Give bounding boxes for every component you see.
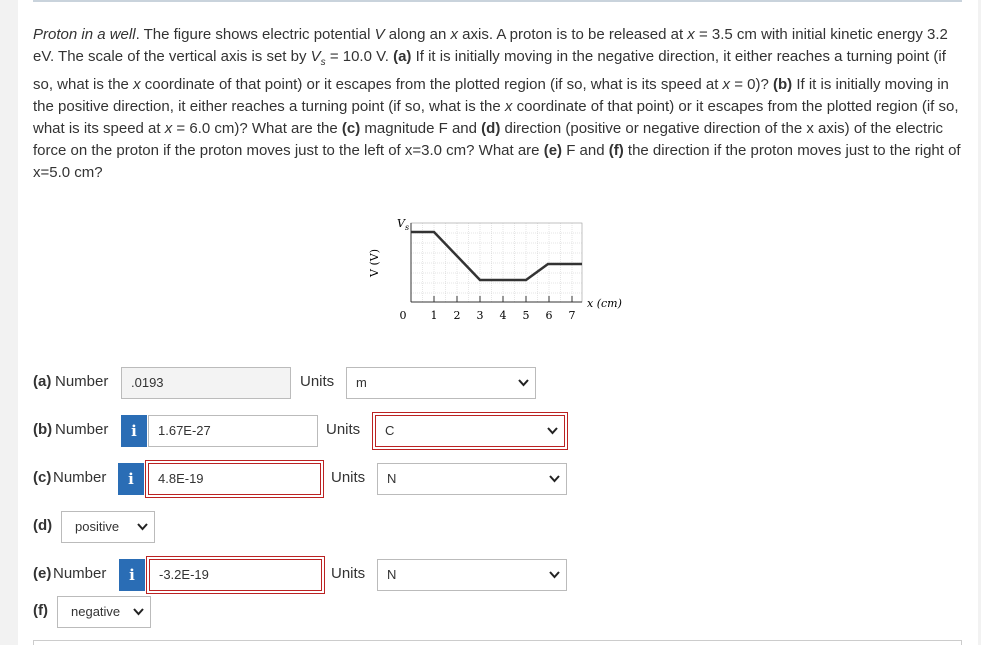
text: coordinate of that point) or it escapes … xyxy=(140,76,723,93)
text: (c) xyxy=(341,120,361,137)
x-tick-label: 2 xyxy=(454,309,461,322)
x-tick-label: 7 xyxy=(569,309,576,322)
next-section xyxy=(33,640,962,645)
part-label: (b) xyxy=(33,421,53,438)
text: the direction if the proton moves just t… xyxy=(33,142,961,181)
text: If it is initially moving in the negativ… xyxy=(33,48,946,93)
text: coordinate of that point) or it escapes … xyxy=(33,98,959,137)
figure: V (V) Vs x (cm) 0 1 2 3 4 5 6 7 xyxy=(368,217,622,322)
text: . The figure shows electric potential xyxy=(135,26,375,43)
number-input[interactable]: .0193 xyxy=(121,367,291,399)
field-label: Number xyxy=(53,469,107,486)
chevron xyxy=(547,427,558,435)
chevron xyxy=(549,571,560,579)
units-label: Units xyxy=(331,469,366,486)
card xyxy=(18,0,978,645)
units-label: Units xyxy=(326,421,361,438)
potential-curve xyxy=(411,230,582,282)
top-border xyxy=(33,0,962,2)
part-label: (d) xyxy=(33,517,53,534)
part-label: (a) xyxy=(33,373,52,390)
text: (e) xyxy=(543,142,563,159)
chevron xyxy=(549,475,560,483)
dropdown-arrow xyxy=(549,571,560,579)
number-input[interactable]: 4.8E-19 xyxy=(148,463,321,495)
units-label: Units xyxy=(331,565,366,582)
x-tick-label: 5 xyxy=(523,309,530,322)
text: (d) xyxy=(481,120,501,137)
text: x xyxy=(133,76,141,93)
text: V xyxy=(310,48,321,65)
text: (a) xyxy=(393,48,412,65)
dropdown-value: C xyxy=(385,423,395,438)
scale-label: Vs xyxy=(397,217,409,232)
text: = 3.5 cm with initial kinetic energy 3.2… xyxy=(33,26,948,65)
text: direction (positive or negative directio… xyxy=(33,120,944,159)
dropdown-arrow xyxy=(547,427,558,435)
dropdown-arrow xyxy=(549,475,560,483)
chevron xyxy=(518,379,529,387)
text: (f) xyxy=(608,142,624,159)
number-input[interactable]: 1.67E-27 xyxy=(148,415,318,447)
dropdown-value: positive xyxy=(75,519,120,534)
text: s xyxy=(320,57,326,68)
scale-label-main: V xyxy=(397,217,406,230)
x-tick-label: 4 xyxy=(500,309,507,322)
text: F and xyxy=(562,142,609,159)
text: axis. A proton is to be released at xyxy=(457,26,688,43)
x-tick-label: 1 xyxy=(431,309,438,322)
text: x xyxy=(450,26,458,43)
dropdown[interactable]: positive xyxy=(61,511,155,543)
y-axis-label: V (V) xyxy=(368,249,381,278)
dropdown-arrow xyxy=(133,608,144,616)
units-dropdown[interactable]: N xyxy=(377,559,567,591)
part-label: (f) xyxy=(33,602,48,619)
units-dropdown[interactable]: C xyxy=(375,415,565,447)
text: = 10.0 V. xyxy=(325,48,394,65)
chevron xyxy=(137,523,148,531)
text: = 0)? xyxy=(730,76,773,93)
dropdown[interactable]: negative xyxy=(57,596,151,628)
scale-label-sub: s xyxy=(405,223,409,232)
chevron xyxy=(133,608,144,616)
x-tick-label: 0 xyxy=(400,309,407,322)
text: x xyxy=(504,98,513,115)
problem-text: Proton in a well. The figure shows elect… xyxy=(33,24,963,184)
units-dropdown[interactable]: m xyxy=(346,367,536,399)
part-label: (e) xyxy=(33,565,52,582)
dropdown-value: m xyxy=(356,375,367,390)
part-label: (c) xyxy=(33,469,52,486)
field-label: Number xyxy=(53,565,107,582)
text: magnitude F and xyxy=(360,120,482,137)
info-icon[interactable]: i xyxy=(121,415,147,447)
text: Proton in a well xyxy=(33,26,136,43)
text: = 6.0 cm)? What are the xyxy=(172,120,342,137)
units-label: Units xyxy=(300,373,335,390)
text: along an xyxy=(384,26,451,43)
dropdown-value: N xyxy=(387,567,397,582)
x-tick-label: 3 xyxy=(477,309,484,322)
number-input[interactable]: -3.2E-19 xyxy=(149,559,322,591)
text: x xyxy=(164,120,173,137)
info-icon[interactable]: i xyxy=(119,559,145,591)
units-dropdown[interactable]: N xyxy=(377,463,567,495)
dropdown-arrow xyxy=(137,523,148,531)
field-label: Number xyxy=(55,421,109,438)
x-axis-label: x (cm) xyxy=(587,297,622,310)
text: V xyxy=(374,26,385,43)
text: If it is initially moving in the positiv… xyxy=(33,76,949,115)
dropdown-value: N xyxy=(387,471,397,486)
text: x xyxy=(687,26,695,43)
x-tick-label: 6 xyxy=(546,309,553,322)
field-label: Number xyxy=(55,373,109,390)
dropdown-arrow xyxy=(518,379,529,387)
text: x xyxy=(722,76,731,93)
text: (b) xyxy=(773,76,793,93)
info-icon[interactable]: i xyxy=(118,463,144,495)
dropdown-value: negative xyxy=(71,604,121,619)
